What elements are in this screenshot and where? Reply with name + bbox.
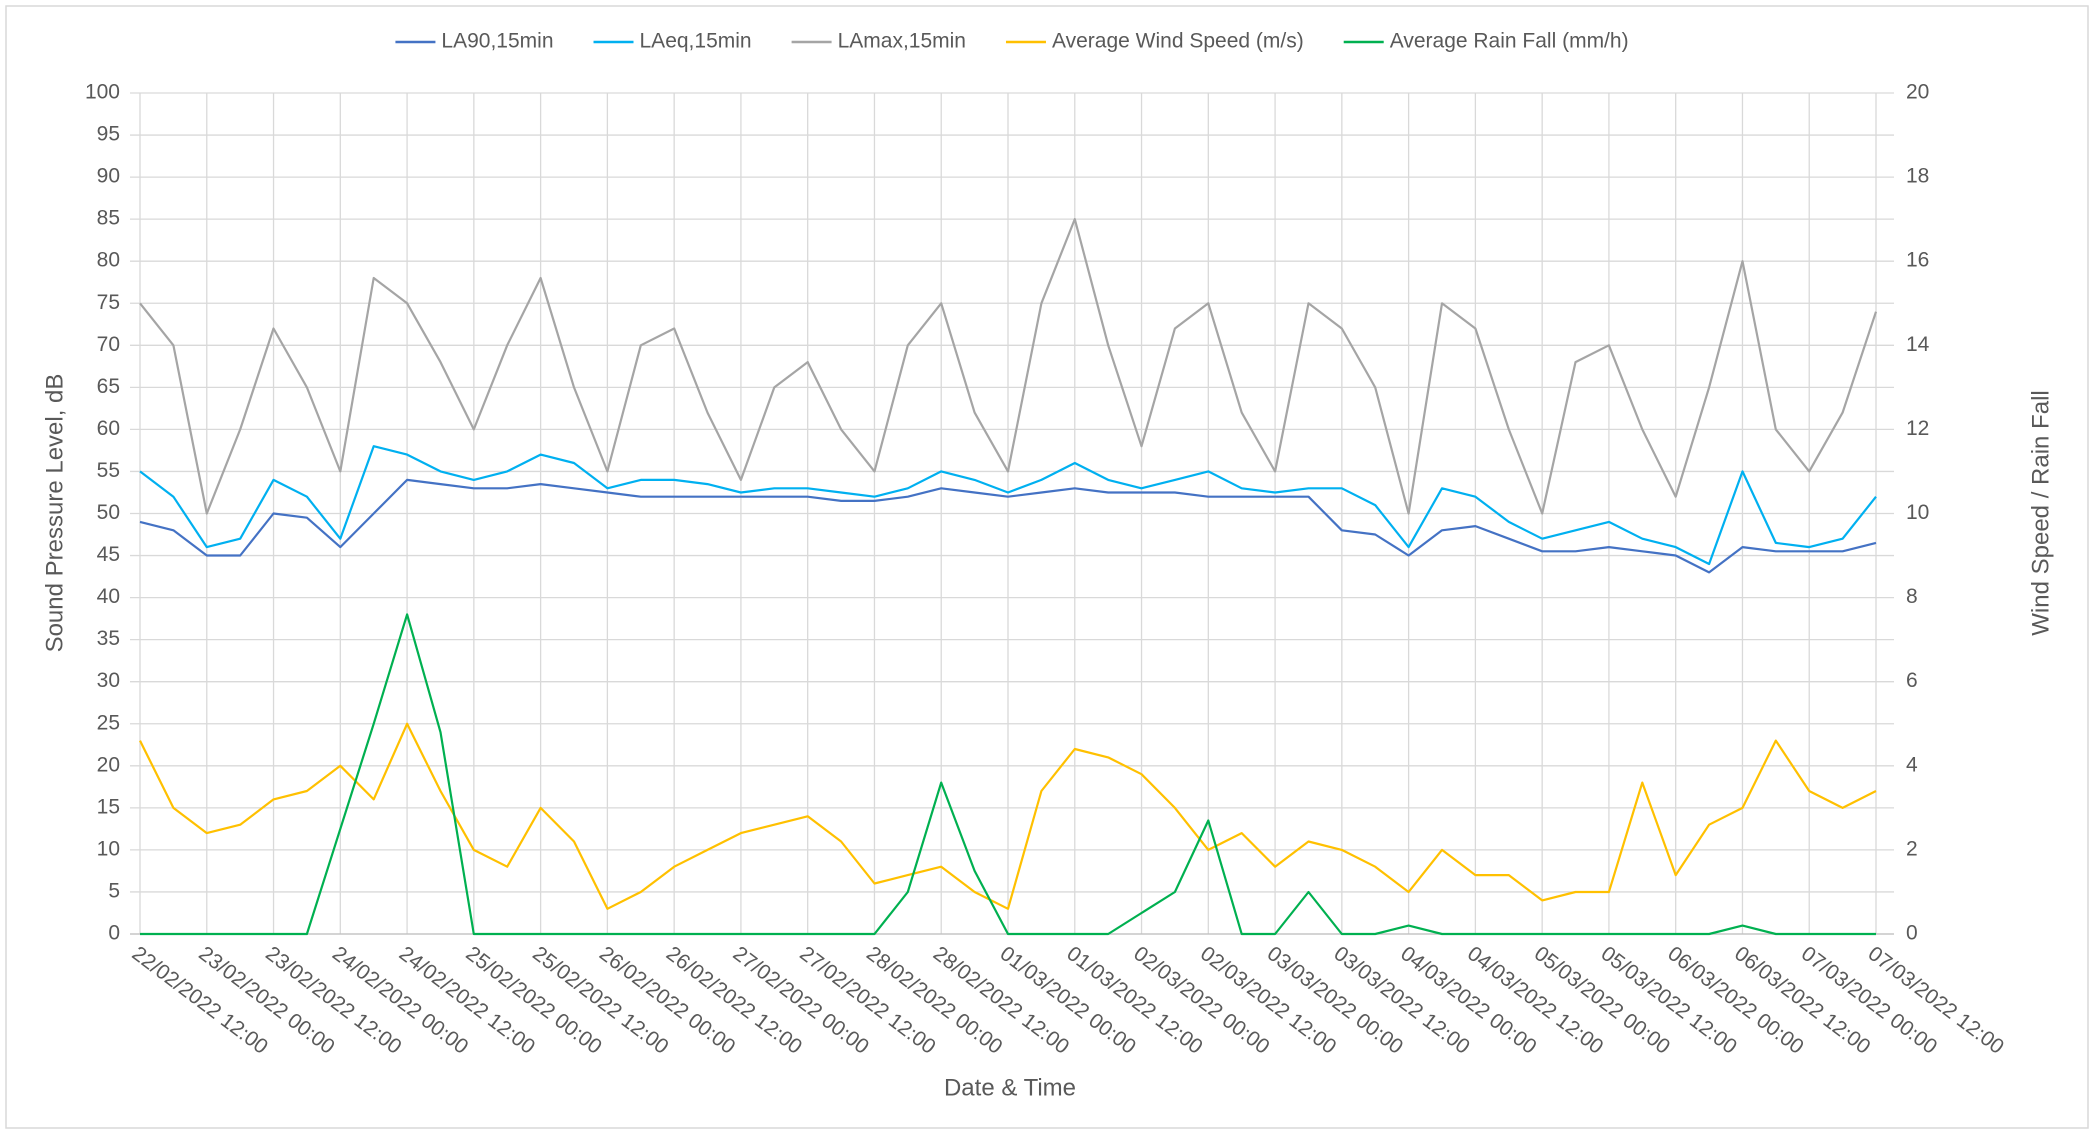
y-tick-label: 90 [97, 165, 120, 188]
series-line [140, 613, 1876, 936]
legend-label: Average Rain Fall (mm/h) [1390, 30, 1629, 53]
y-tick-label: 70 [97, 333, 120, 356]
y-tick-label: 85 [97, 207, 120, 230]
y2-tick-label: 12 [1906, 417, 1929, 440]
y-tick-label: 75 [97, 291, 120, 314]
y-tick-label: 80 [97, 249, 120, 272]
y-tick-label: 30 [97, 669, 120, 692]
y-tick-label: 0 [108, 922, 120, 945]
y2-tick-label: 16 [1906, 249, 1929, 272]
y-tick-label: 65 [97, 375, 120, 398]
y-tick-label: 10 [97, 837, 120, 860]
chart-border [5, 5, 2089, 1129]
series-line [139, 722, 1877, 910]
legend: LA90,15min LAeq,15min LAmax,15min Average W… [395, 30, 1629, 53]
y-tick-label: 5 [108, 879, 120, 902]
legend-label: Average Wind Speed (m/s) [1052, 30, 1304, 53]
y-tick-label: 35 [97, 627, 120, 650]
y-axis-title: Sound Pressure Level, dB [41, 374, 68, 653]
series-line [139, 218, 1878, 515]
y2-tick-label: 10 [1906, 501, 1929, 524]
y2-tick-label: 0 [1906, 922, 1918, 945]
y2-tick-label: 8 [1906, 585, 1918, 608]
y-tick-label: 45 [97, 543, 120, 566]
legend-label: LAeq,15min [640, 30, 752, 53]
y-tick-label: 95 [97, 123, 120, 146]
y-tick-label: 20 [97, 753, 120, 776]
series-line [139, 478, 1877, 574]
legend-label: LA90,15min [441, 30, 553, 53]
y2-tick-label: 20 [1906, 81, 1929, 104]
y2-tick-label: 6 [1906, 669, 1918, 692]
legend-label: LAmax,15min [838, 30, 966, 53]
y-tick-label: 25 [97, 711, 120, 734]
y-tick-label: 100 [85, 81, 120, 104]
y2-tick-label: 2 [1906, 837, 1918, 860]
y2-axis-title: Wind Speed / Rain Fall [2027, 390, 2054, 635]
y-tick-label: 60 [97, 417, 120, 440]
x-axis-title: Date & Time [944, 1074, 1076, 1101]
series-line [139, 445, 1877, 566]
y-tick-label: 55 [97, 459, 120, 482]
y-tick-label: 50 [97, 501, 120, 524]
y-tick-label: 15 [97, 795, 120, 818]
y2-tick-label: 18 [1906, 165, 1929, 188]
y2-tick-label: 14 [1906, 333, 1930, 356]
y-tick-label: 40 [97, 585, 120, 608]
y2-tick-label: 4 [1906, 753, 1918, 776]
